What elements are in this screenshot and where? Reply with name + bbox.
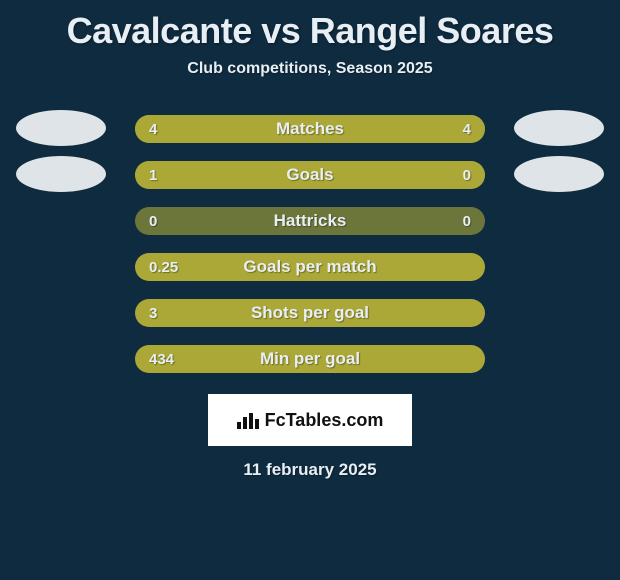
stat-row: Hattricks0 0 bbox=[0, 198, 620, 244]
stat-value-left: 0 bbox=[149, 207, 157, 235]
page-subtitle: Club competitions, Season 2025 bbox=[0, 60, 620, 78]
stat-row: Shots per goal3 bbox=[0, 290, 620, 336]
stat-value-left: 434 bbox=[149, 345, 174, 373]
stat-label: Matches bbox=[135, 115, 485, 143]
stat-value-left: 1 bbox=[149, 161, 157, 189]
stat-row: Goals per match0.25 bbox=[0, 244, 620, 290]
stat-value-right: 4 bbox=[463, 115, 471, 143]
stat-value-left: 0.25 bbox=[149, 253, 178, 281]
stat-label: Min per goal bbox=[135, 345, 485, 373]
player-left-emblem bbox=[16, 156, 106, 192]
player-left-emblem bbox=[16, 110, 106, 146]
fctables-logo-icon bbox=[237, 411, 259, 429]
stat-label: Shots per goal bbox=[135, 299, 485, 327]
snapshot-date: 11 february 2025 bbox=[0, 460, 620, 480]
stat-value-left: 4 bbox=[149, 115, 157, 143]
player-right-emblem bbox=[514, 156, 604, 192]
stat-row: Goals1 0 bbox=[0, 152, 620, 198]
stat-row: Min per goal434 bbox=[0, 336, 620, 382]
stat-bar: Shots per goal3 bbox=[135, 299, 485, 327]
stat-value-right: 0 bbox=[463, 161, 471, 189]
branding-badge: FcTables.com bbox=[208, 394, 412, 446]
stat-label: Hattricks bbox=[135, 207, 485, 235]
stat-row: Matches4 4 bbox=[0, 106, 620, 152]
stat-bar: Goals1 0 bbox=[135, 161, 485, 189]
stat-value-left: 3 bbox=[149, 299, 157, 327]
branding-text: FcTables.com bbox=[265, 410, 384, 431]
stat-bar: Goals per match0.25 bbox=[135, 253, 485, 281]
stat-label: Goals bbox=[135, 161, 485, 189]
player-right-emblem bbox=[514, 110, 604, 146]
stat-bar: Min per goal434 bbox=[135, 345, 485, 373]
stat-label: Goals per match bbox=[135, 253, 485, 281]
stat-value-right: 0 bbox=[463, 207, 471, 235]
comparison-chart: Matches44Goals10Hattricks00Goals per mat… bbox=[0, 106, 620, 382]
stat-bar: Matches4 4 bbox=[135, 115, 485, 143]
stat-bar: Hattricks0 0 bbox=[135, 207, 485, 235]
page-title: Cavalcante vs Rangel Soares bbox=[0, 0, 620, 60]
